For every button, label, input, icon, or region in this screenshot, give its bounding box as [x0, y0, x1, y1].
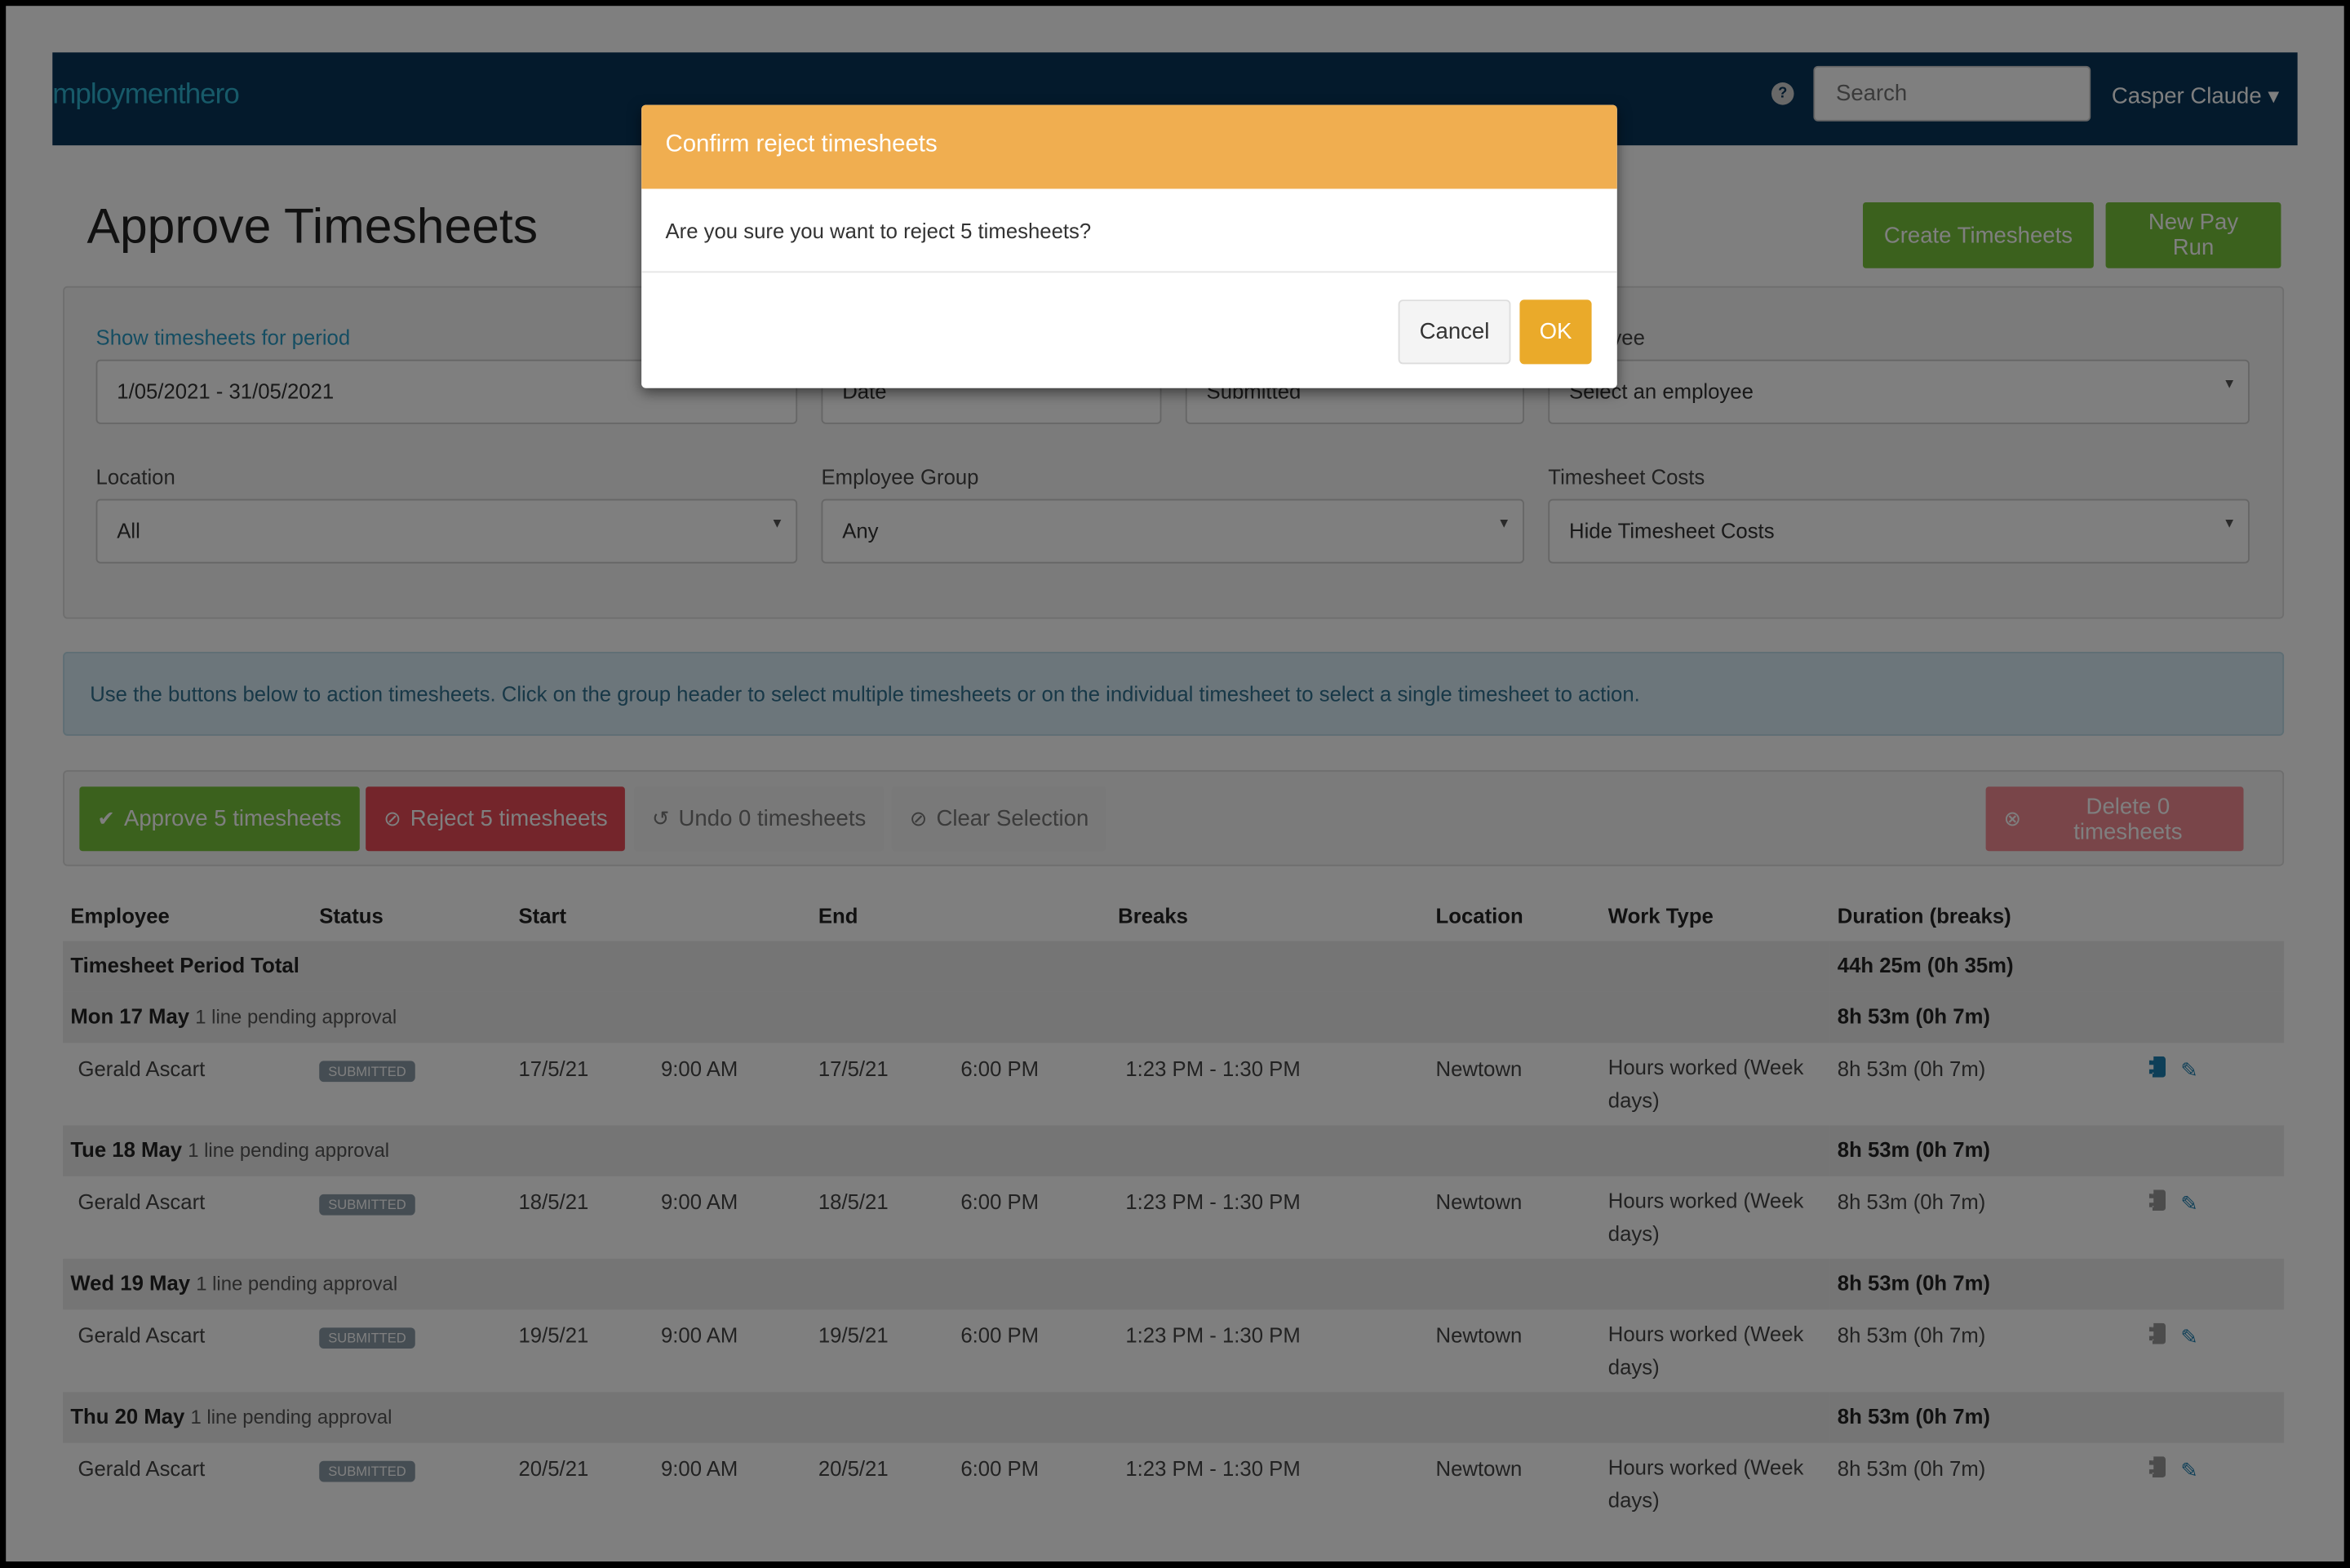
cancel-button[interactable]: Cancel — [1398, 299, 1511, 365]
ok-button[interactable]: OK — [1519, 299, 1592, 365]
modal-footer: Cancel OK — [641, 272, 1617, 388]
confirm-reject-modal: Confirm reject timesheets Are you sure y… — [641, 104, 1617, 388]
page: mploymenthero ? Casper Claude ▾ Approve … — [6, 6, 2344, 1561]
modal-title: Confirm reject timesheets — [641, 104, 1617, 189]
modal-body: Are you sure you want to reject 5 timesh… — [641, 188, 1617, 273]
